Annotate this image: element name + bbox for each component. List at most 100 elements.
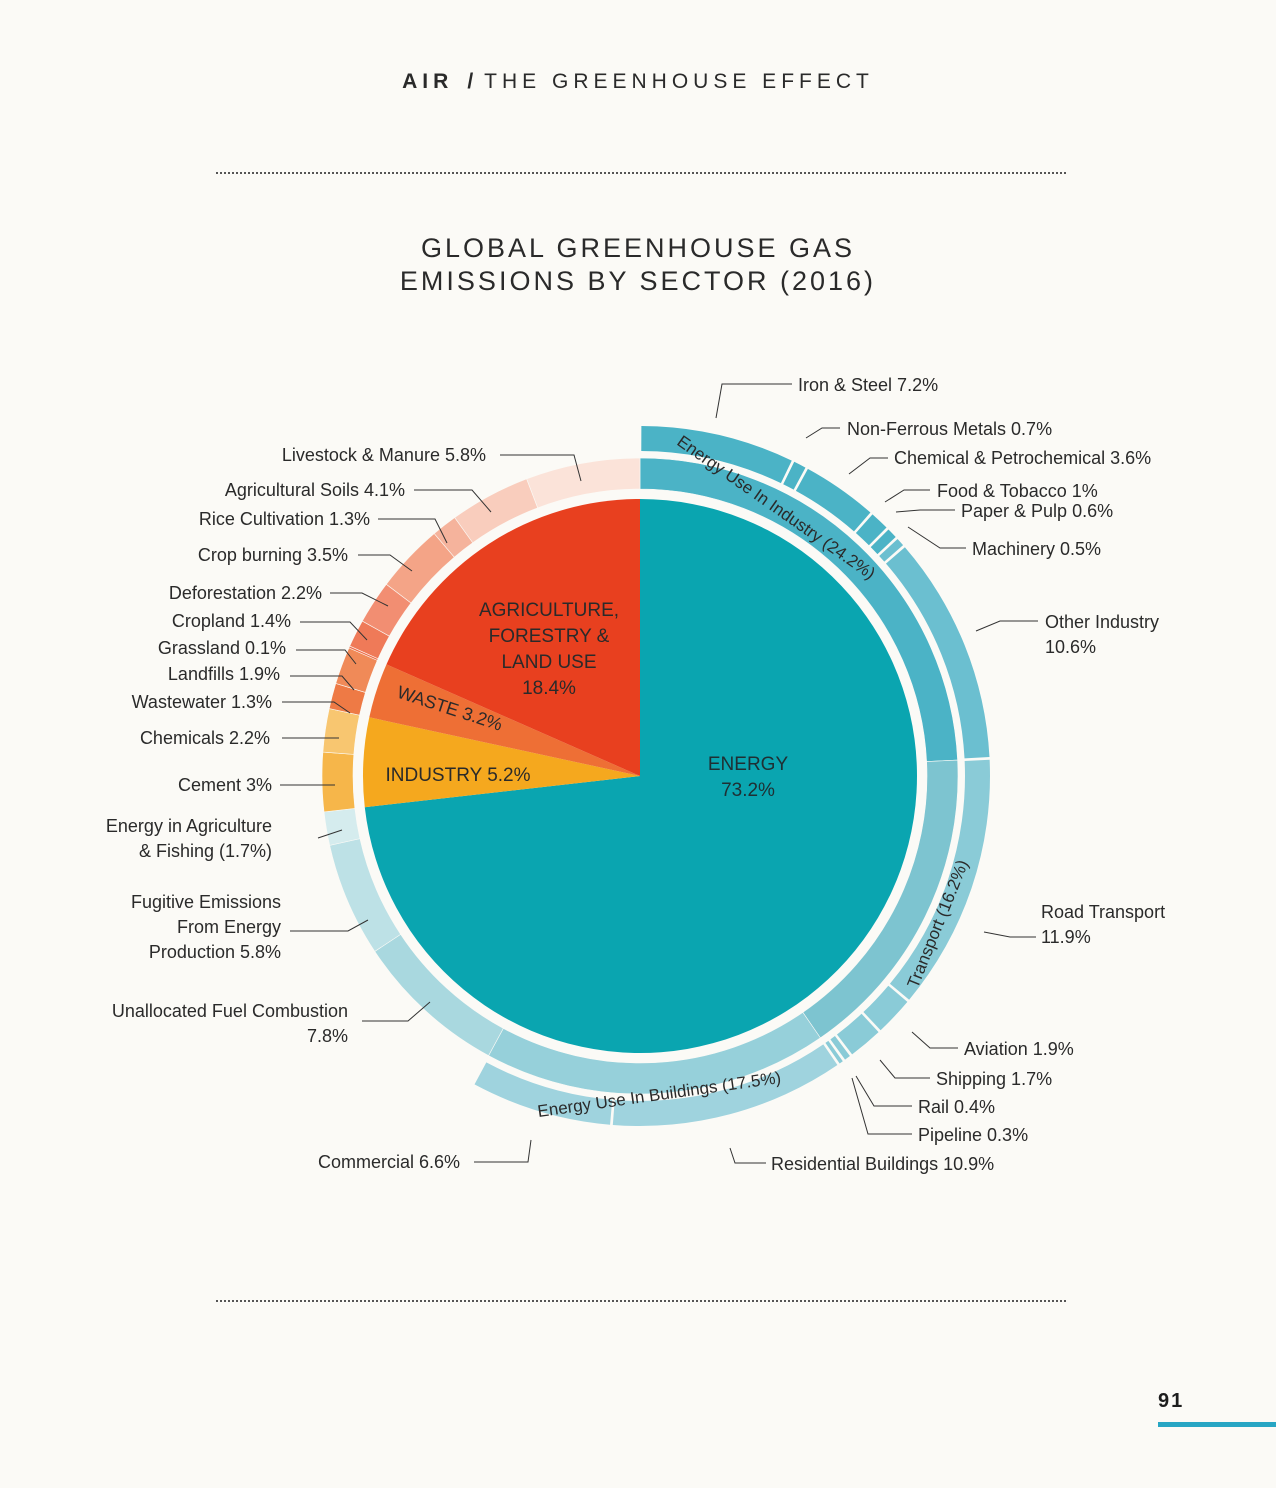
middle-ring bbox=[321, 457, 959, 1095]
label-unallocated-fuel-combustion: Unallocated Fuel Combustion 7.8% bbox=[112, 1001, 348, 1046]
leader-rail bbox=[855, 1075, 912, 1107]
label-energy-in-agriculture-line: Energy in Agriculture bbox=[106, 816, 272, 836]
label-residential-buildings-line: Residential Buildings 10.9% bbox=[771, 1154, 994, 1174]
outer-segment-food-tobacco bbox=[855, 514, 887, 546]
page-header: AIR / THE GREENHOUSE EFFECT bbox=[0, 70, 1276, 94]
label-rice-cultivation: Rice Cultivation 1.3% bbox=[199, 509, 370, 529]
page-number: 91 bbox=[1158, 1390, 1185, 1412]
leader-shipping bbox=[879, 1059, 930, 1079]
top-divider bbox=[216, 172, 1066, 174]
label-energy-in-agriculture-line: & Fishing (1.7%) bbox=[139, 841, 272, 861]
label-pipeline-line: Pipeline 0.3% bbox=[918, 1125, 1028, 1145]
label-rail-line: Rail 0.4% bbox=[918, 1097, 995, 1117]
outer-segment-rail bbox=[830, 1036, 850, 1060]
ring-segment-livestock-manure bbox=[526, 457, 641, 509]
leader-aviation bbox=[911, 1031, 958, 1049]
slice-labels: Iron & Steel 7.2% Non-Ferrous Metals 0.7%… bbox=[106, 375, 1165, 1174]
pie-label-energy-line: ENERGY bbox=[708, 754, 789, 775]
label-deforestation: Deforestation 2.2% bbox=[169, 583, 322, 603]
leader-unallocated bbox=[362, 1001, 431, 1022]
label-landfills-line: Landfills 1.9% bbox=[168, 664, 280, 684]
label-paper-pulp-line: Paper & Pulp 0.6% bbox=[961, 501, 1113, 521]
leader-food-tobacco bbox=[884, 489, 930, 503]
chart-title: GLOBAL GREENHOUSE GAS EMISSIONS BY SECTO… bbox=[0, 232, 1276, 298]
pie-label-industry-line: INDUSTRY 5.2% bbox=[385, 765, 530, 786]
leader-chemical-petrochemical bbox=[848, 457, 888, 475]
label-paper-pulp: Paper & Pulp 0.6% bbox=[961, 501, 1113, 521]
pie-label-agriculture-line: 18.4% bbox=[522, 678, 576, 699]
outer-segment-commercial bbox=[474, 1062, 613, 1125]
label-grassland-line: Grassland 0.1% bbox=[158, 638, 286, 658]
header-separator: / bbox=[467, 70, 479, 93]
ring-segment-cement bbox=[321, 751, 356, 813]
label-commercial-line: Commercial 6.6% bbox=[318, 1152, 460, 1172]
label-cement-line: Cement 3% bbox=[178, 775, 272, 795]
pie-label-agriculture-line: AGRICULTURE, bbox=[479, 600, 619, 621]
label-other-industry: Other Industry 10.6% bbox=[1045, 612, 1159, 657]
pie-slice-waste bbox=[369, 664, 640, 776]
pie-label-energy-line: 73.2% bbox=[721, 780, 775, 801]
label-cropland: Cropland 1.4% bbox=[172, 611, 291, 631]
label-iron-steel: Iron & Steel 7.2% bbox=[798, 375, 938, 395]
leader-road-transport bbox=[983, 931, 1036, 938]
outer-segment-other-industry bbox=[885, 547, 990, 759]
label-wastewater: Wastewater 1.3% bbox=[132, 692, 272, 712]
leader-grassland bbox=[296, 649, 357, 665]
label-crop-burning-line: Crop burning 3.5% bbox=[198, 545, 348, 565]
bottom-divider bbox=[216, 1300, 1066, 1302]
label-fugitive-emissions-line: Fugitive Emissions bbox=[131, 892, 281, 912]
pie-slice-energy bbox=[364, 499, 918, 1053]
label-energy-in-agriculture: Energy in Agriculture & Fishing (1.7%) bbox=[106, 816, 272, 861]
leader-energy-agriculture bbox=[317, 829, 343, 839]
leader-pipeline bbox=[851, 1077, 912, 1135]
label-residential-buildings: Residential Buildings 10.9% bbox=[771, 1154, 994, 1174]
leader-machinery bbox=[907, 526, 966, 549]
label-commercial: Commercial 6.6% bbox=[318, 1152, 460, 1172]
label-grassland: Grassland 0.1% bbox=[158, 638, 286, 658]
leader-fugitive bbox=[290, 919, 369, 932]
label-chemical-petrochemical: Chemical & Petrochemical 3.6% bbox=[894, 448, 1151, 468]
leader-agricultural-soils bbox=[414, 489, 492, 513]
outer-segment-road-transport bbox=[889, 759, 990, 1000]
leader-crop-burning bbox=[358, 554, 413, 572]
label-road-transport-line: 11.9% bbox=[1041, 927, 1091, 947]
outer-segment-residential-buildings bbox=[612, 1044, 838, 1126]
label-deforestation-line: Deforestation 2.2% bbox=[169, 583, 322, 603]
label-rail: Rail 0.4% bbox=[918, 1097, 995, 1117]
label-food-tobacco: Food & Tobacco 1% bbox=[937, 481, 1098, 501]
center-pie bbox=[362, 499, 918, 1053]
label-food-tobacco-line: Food & Tobacco 1% bbox=[937, 481, 1098, 501]
pie-label-agriculture-line: LAND USE bbox=[501, 652, 596, 673]
leader-paper-pulp bbox=[895, 509, 955, 513]
outer-segment-non-ferrous-metals bbox=[783, 461, 806, 490]
leader-wastewater bbox=[282, 701, 351, 714]
leader-livestock bbox=[500, 454, 582, 482]
label-shipping-line: Shipping 1.7% bbox=[936, 1069, 1052, 1089]
label-chemicals: Chemicals 2.2% bbox=[140, 728, 270, 748]
section-name: AIR bbox=[402, 70, 454, 93]
outer-segment-chemical-petrochemical bbox=[795, 468, 871, 532]
label-cement: Cement 3% bbox=[178, 775, 272, 795]
label-aviation-line: Aviation 1.9% bbox=[964, 1039, 1074, 1059]
leader-iron-steel bbox=[715, 383, 792, 419]
leader-landfills bbox=[290, 675, 355, 691]
outer-segment-aviation bbox=[863, 985, 908, 1031]
leader-commercial bbox=[474, 1139, 532, 1163]
pie-slice-industry bbox=[362, 717, 640, 808]
leader-non-ferrous bbox=[805, 427, 840, 439]
section-topic: THE GREENHOUSE EFFECT bbox=[484, 70, 874, 93]
label-road-transport: Road Transport 11.9% bbox=[1041, 902, 1165, 947]
pie-label-agriculture-line: FORESTRY & bbox=[489, 626, 610, 647]
label-livestock-manure-line: Livestock & Manure 5.8% bbox=[282, 445, 486, 465]
outer-ring bbox=[474, 426, 990, 1126]
label-machinery-line: Machinery 0.5% bbox=[972, 539, 1101, 559]
outer-segment-machinery bbox=[879, 539, 904, 562]
outer-segment-iron-steel bbox=[641, 426, 792, 484]
label-pipeline: Pipeline 0.3% bbox=[918, 1125, 1028, 1145]
chart-title-line-1: GLOBAL GREENHOUSE GAS bbox=[420, 233, 856, 263]
label-fugitive-emissions-line: Production 5.8% bbox=[149, 942, 281, 962]
label-road-transport-line: Road Transport bbox=[1041, 902, 1165, 922]
outer-segment-pipeline bbox=[825, 1040, 843, 1064]
leader-deforestation bbox=[330, 592, 389, 607]
